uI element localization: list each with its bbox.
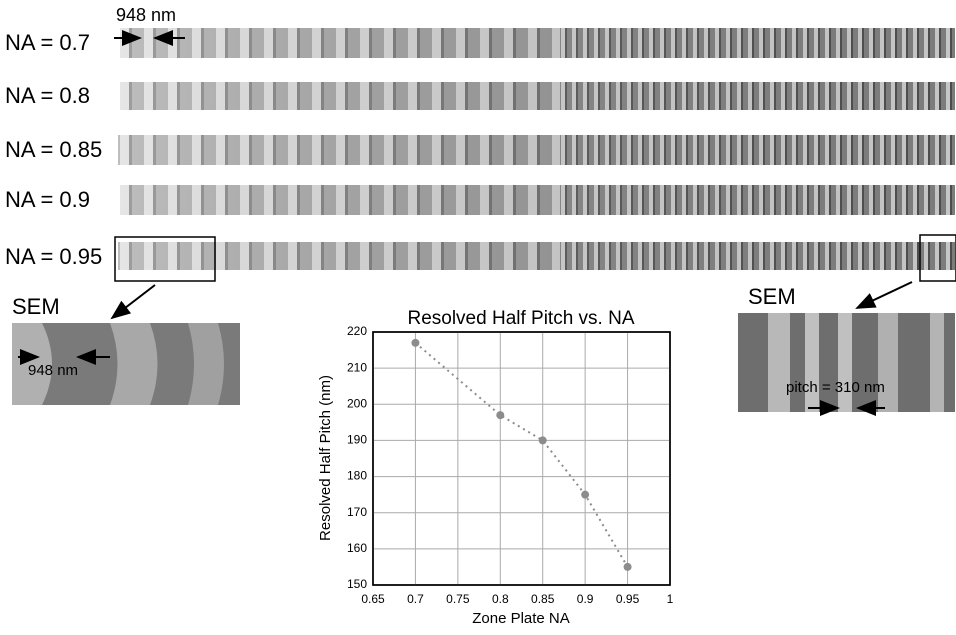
- plot-area: [372, 331, 671, 586]
- highlight-box: [919, 234, 956, 282]
- highlight-box: [114, 236, 216, 282]
- strip: [120, 28, 955, 58]
- strip-label: NA = 0.8: [5, 83, 90, 108]
- annotation: 948 nm: [116, 5, 176, 25]
- x-tick-label: 1: [667, 592, 674, 606]
- x-tick-label: 0.75: [446, 592, 470, 606]
- x-tick-label: 0.7: [407, 592, 424, 606]
- strip-label: NA = 0.95: [5, 244, 102, 269]
- chart-title: Resolved Half Pitch vs. NA: [407, 308, 634, 329]
- plot-frame: [372, 331, 671, 586]
- data-point: [581, 490, 590, 499]
- strip: [118, 242, 955, 270]
- x-tick-label: 0.65: [361, 592, 385, 606]
- y-tick-label: 180: [347, 469, 367, 483]
- strip-label: NA = 0.85: [5, 137, 102, 162]
- y-tick-label: 210: [347, 360, 367, 374]
- sem-image: [738, 313, 955, 412]
- strip: [120, 82, 955, 110]
- annotation: SEM: [12, 294, 60, 319]
- y-tick-label: 220: [347, 324, 367, 338]
- zone-plate-strips: [118, 28, 955, 270]
- x-tick-label: 0.95: [616, 592, 640, 606]
- annotation: 948 nm: [28, 362, 78, 379]
- arrow: [110, 284, 156, 320]
- x-tick-label: 0.8: [492, 592, 509, 606]
- y-tick-label: 190: [347, 433, 367, 447]
- annotation: SEM: [748, 284, 796, 309]
- annotation: pitch = 310 nm: [786, 379, 885, 396]
- x-axis-label: Zone Plate NA: [472, 610, 570, 627]
- data-point: [623, 562, 632, 571]
- chart: Resolved Half Pitch vs. NA Zone Plate NA…: [317, 308, 674, 627]
- strip-label: NA = 0.9: [5, 187, 90, 212]
- y-axis-label: Resolved Half Pitch (nm): [317, 375, 334, 541]
- strip-label: NA = 0.7: [5, 30, 90, 55]
- strip: [120, 185, 955, 215]
- strip: [118, 135, 955, 165]
- y-tick-label: 150: [347, 577, 367, 591]
- arrow: [855, 281, 913, 309]
- data-point: [538, 436, 547, 445]
- y-tick-label: 200: [347, 396, 367, 410]
- sem-image: [12, 323, 240, 405]
- y-tick-label: 160: [347, 541, 367, 555]
- data-point: [496, 411, 505, 420]
- x-tick-label: 0.85: [531, 592, 555, 606]
- x-tick-label: 0.9: [577, 592, 594, 606]
- data-point: [411, 338, 420, 347]
- y-tick-label: 170: [347, 505, 367, 519]
